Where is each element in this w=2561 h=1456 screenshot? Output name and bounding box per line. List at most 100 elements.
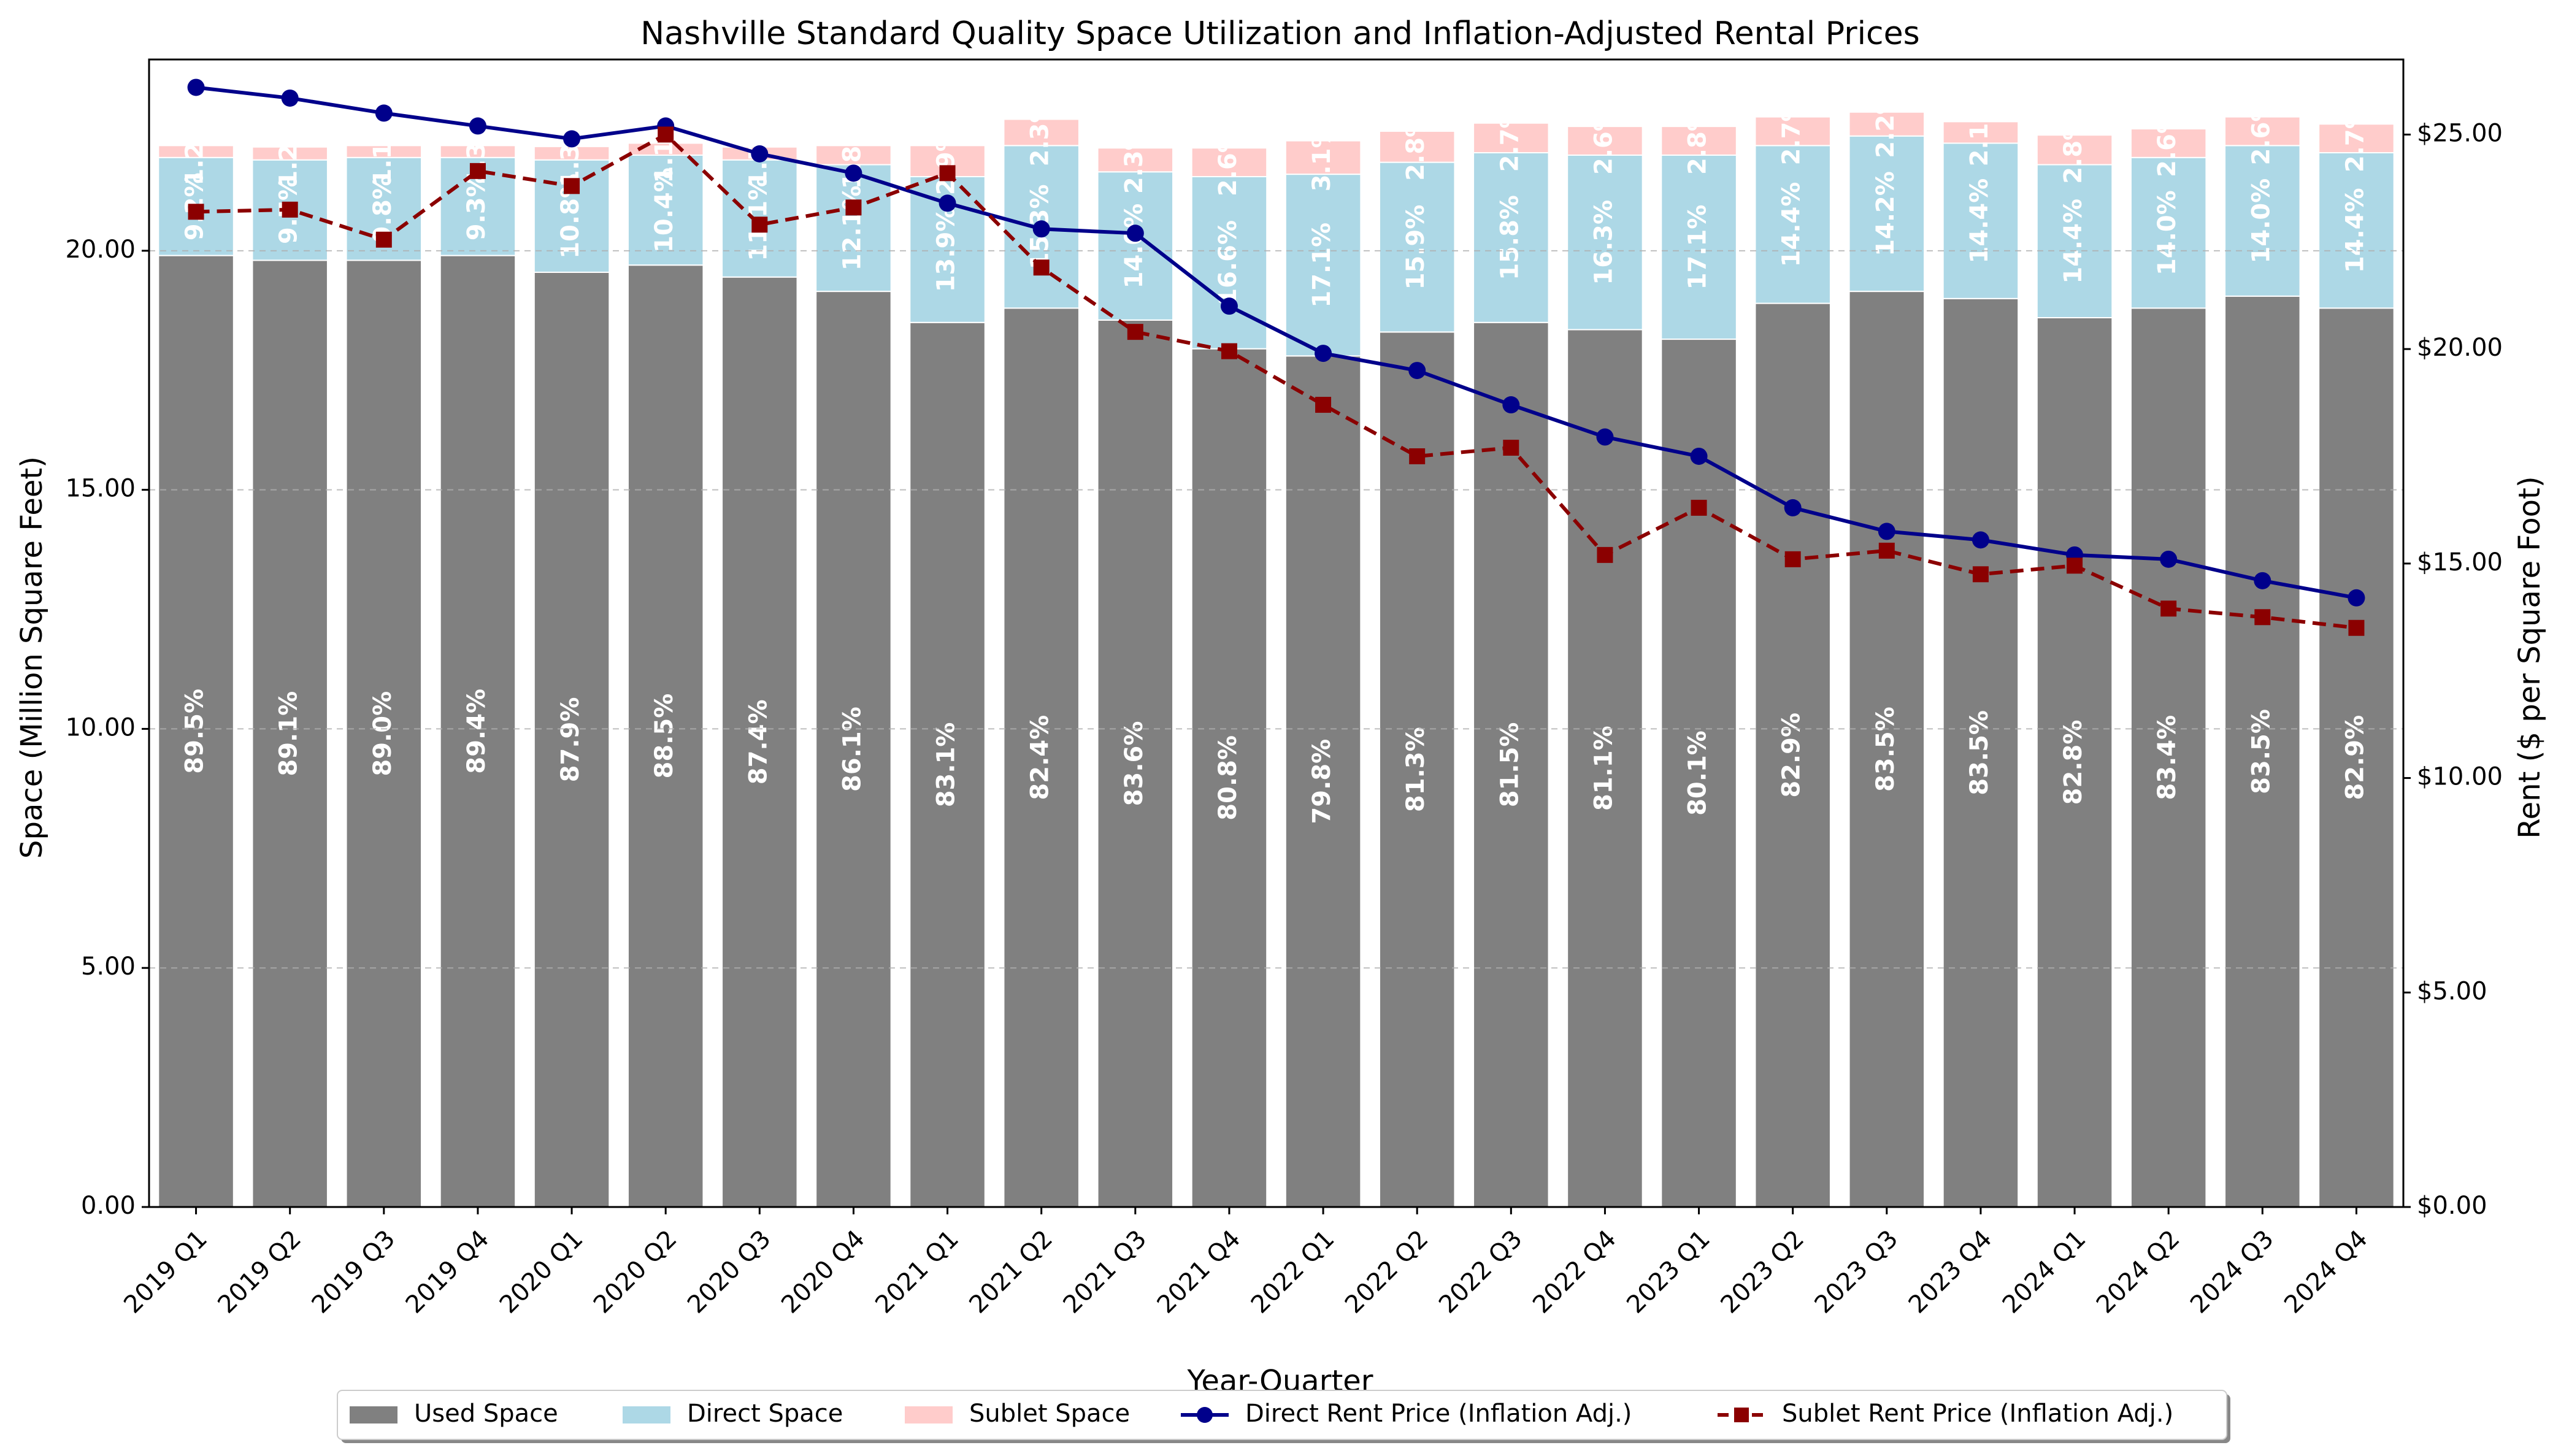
data-point — [1408, 362, 1426, 380]
data-point — [1502, 396, 1520, 414]
data-point — [2254, 572, 2271, 589]
bar-sublet-space — [1754, 116, 1831, 147]
bar-sublet-space — [1378, 130, 1456, 163]
bar-data-label: 2.3% — [1120, 126, 1148, 194]
bar-data-label: 2.6% — [2153, 109, 2181, 177]
bar-data-label: 2.6% — [1589, 107, 1618, 175]
data-point — [1127, 324, 1143, 340]
bar-sublet-space — [2130, 128, 2207, 158]
bar-data-label: 14.0% — [2153, 190, 2181, 275]
y-right-tick-label: $0.00 — [2417, 1192, 2487, 1220]
x-tick-label: 2019 Q1 — [118, 1225, 213, 1319]
data-point — [1784, 551, 1801, 567]
bars-group: 89.5% 89.1% 89.0% 89.4% 87.9% 88.5% 87.4% 86.1%… — [158, 90, 2395, 1208]
bar-data-label: 87.4% — [744, 699, 772, 784]
x-tick-label: 2023 Q1 — [1621, 1225, 1716, 1319]
legend-label: Direct Rent Price (Inflation Adj.) — [1245, 1400, 1632, 1428]
bar-used-space — [1942, 297, 2019, 1208]
bar-sublet-space — [1191, 147, 1268, 177]
x-tick-label: 2019 Q3 — [306, 1225, 401, 1319]
series-sublet-rent-price-inflation-adj- — [188, 126, 2365, 636]
bar-data-label: 2.8% — [1402, 113, 1430, 181]
bar-data-label: 83.5% — [2247, 709, 2275, 794]
data-point — [2160, 600, 2177, 617]
data-point — [2067, 557, 2083, 574]
data-point — [1690, 447, 1708, 465]
x-tick-label: 2022 Q2 — [1340, 1225, 1434, 1319]
bar-data-label: 82.9% — [1778, 713, 1806, 798]
bar-sublet-space — [158, 145, 234, 158]
data-point — [1033, 259, 1050, 276]
y-axis-right-label: Rent ($ per Square Foot) — [2513, 476, 2547, 838]
data-point — [375, 231, 392, 248]
bar-data-label: 2.6% — [1214, 128, 1242, 196]
x-tick-label: 2023 Q3 — [1809, 1225, 1903, 1319]
bar-direct-space — [1942, 142, 2019, 299]
legend-swatch — [623, 1406, 670, 1423]
legend-label: Direct Space — [687, 1400, 843, 1428]
bar-direct-space — [1848, 135, 1926, 293]
bar-sublet-space — [1567, 126, 1643, 156]
bar-used-space — [1473, 321, 1549, 1208]
bar-data-label: 2.9% — [932, 127, 961, 195]
bar-data-label: 2.6% — [2247, 97, 2275, 165]
bar-data-label: 82.8% — [2059, 720, 2087, 805]
bar-data-label: 82.9% — [2341, 715, 2369, 800]
bar-data-label: 14.4% — [2059, 199, 2087, 284]
bar-data-label: 2.7% — [1778, 97, 1806, 165]
bar-used-space — [2224, 295, 2301, 1208]
data-point — [939, 165, 956, 182]
y-left-tick-label: 10.00 — [65, 713, 136, 741]
bar-data-label: 14.4% — [2341, 188, 2369, 273]
bar-direct-space — [2036, 164, 2113, 318]
bar-data-label: 88.5% — [650, 694, 678, 779]
data-point — [845, 199, 862, 216]
bar-sublet-space — [1473, 122, 1549, 154]
bar-direct-space — [1661, 154, 1737, 340]
bar-data-label: 9.8% — [369, 175, 397, 243]
bar-sublet-space — [1661, 126, 1737, 156]
bar-data-label: 83.5% — [1965, 710, 1994, 795]
data-point — [282, 201, 298, 218]
bar-data-label: 89.0% — [369, 691, 397, 776]
data-point — [564, 178, 580, 194]
bar-data-label: 80.8% — [1214, 735, 1242, 821]
bar-direct-space — [627, 154, 704, 266]
bar-data-label: 89.4% — [463, 689, 491, 774]
data-point — [1315, 397, 1332, 413]
bar-direct-space — [1378, 161, 1456, 333]
y-right-tick-label: $20.00 — [2417, 334, 2503, 362]
x-tick-label: 2021 Q2 — [964, 1225, 1058, 1319]
data-point — [1878, 523, 1895, 540]
bar-used-space — [1754, 302, 1831, 1208]
bar-direct-space — [815, 164, 892, 293]
legend-swatch — [350, 1406, 397, 1423]
x-tick-label: 2024 Q3 — [2185, 1225, 2279, 1319]
legend-box — [337, 1390, 2227, 1440]
bar-data-label: 14.0% — [2247, 178, 2275, 264]
legend-marker — [1197, 1407, 1213, 1423]
data-point — [188, 204, 204, 220]
series-line — [196, 85, 2357, 600]
bar-sublet-space — [1097, 147, 1174, 173]
data-point — [658, 126, 674, 143]
data-point — [1784, 499, 1802, 516]
bar-used-space — [1191, 348, 1268, 1208]
bar-data-label: 15.8% — [1496, 195, 1524, 280]
data-point — [1126, 224, 1144, 242]
bar-data-label: 16.3% — [1589, 200, 1618, 285]
bar-data-label: 2.7% — [1496, 104, 1524, 172]
legend-label: Used Space — [414, 1400, 558, 1428]
y-left-tick-label: 0.00 — [81, 1192, 136, 1220]
data-point — [1315, 345, 1332, 362]
bar-sublet-space — [2224, 116, 2301, 147]
bar-sublet-space — [1284, 140, 1362, 175]
bar-data-label: 89.1% — [275, 691, 303, 776]
y-left-tick-label: 5.00 — [81, 952, 136, 981]
data-point — [1596, 428, 1614, 446]
data-point — [187, 79, 205, 96]
bar-sublet-space — [2318, 123, 2395, 154]
y-right-tick-label: $5.00 — [2417, 977, 2487, 1005]
